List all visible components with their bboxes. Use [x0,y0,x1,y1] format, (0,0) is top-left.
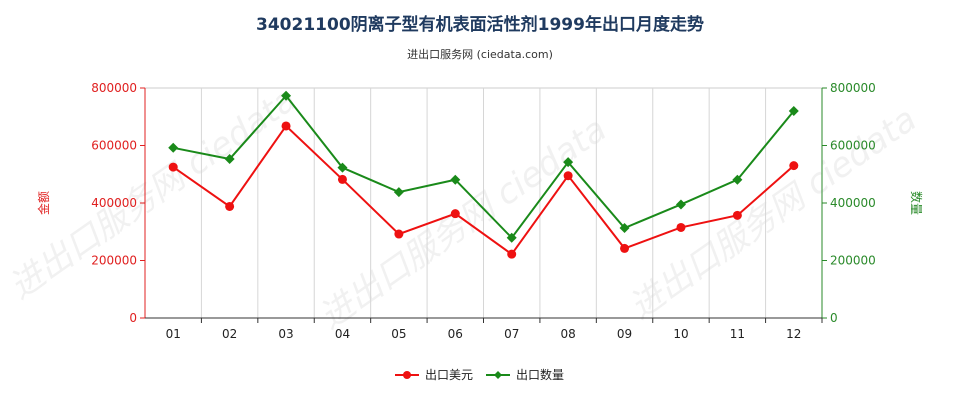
data-point-quantity [450,174,461,185]
legend-label: 出口美元 [425,368,473,382]
data-point-quantity [224,154,235,165]
right-tick-label: 0 [830,311,838,325]
right-tick-label: 200000 [830,254,876,268]
data-point-quantity [788,106,799,116]
data-point-usd [281,121,291,131]
data-point-quantity [619,223,630,234]
legend: 出口美元 出口数量 [395,367,564,382]
x-tick-label: 07 [504,327,519,341]
right-tick-label: 400000 [830,196,876,210]
data-point-usd [450,209,460,219]
grid-lines [144,87,823,319]
x-tick-label: 09 [617,327,632,341]
x-tick-label: 01 [166,327,181,341]
axes [140,87,827,323]
right-tick-label: 800000 [830,81,876,95]
data-point-quantity [281,90,292,101]
chart-title: 34021100阴离子型有机表面活性剂1999年出口月度走势 [256,15,704,35]
right-axis-title: 数量 [909,191,924,215]
left-tick-label: 400000 [91,196,137,210]
data-point-quantity [393,187,404,198]
data-point-usd [676,222,686,232]
data-point-usd [507,249,517,259]
data-point-usd [789,161,799,171]
data-point-usd [563,171,573,181]
series-line-quantity [173,94,795,240]
data-point-usd [620,243,630,253]
x-tick-label: 05 [391,327,406,341]
data-point-quantity [563,157,574,168]
watermark-text: 进出口服务网 ciedata [622,99,924,327]
watermark: 进出口服务网 ciedata 进出口服务网 ciedata 进出口服务网 cie… [2,79,924,337]
data-point-usd [394,229,404,239]
data-point-quantity [506,232,517,243]
data-point-usd [337,174,347,184]
data-point-usd [168,162,178,172]
data-point-quantity [732,174,743,185]
left-tick-label: 600000 [91,139,137,153]
watermark-text: 进出口服务网 ciedata [312,109,614,337]
data-point-quantity [168,142,179,153]
legend-marker-quantity [494,371,502,379]
x-tick-label: 11 [730,327,745,341]
data-point-usd [732,210,742,220]
x-tick-label: 04 [335,327,350,341]
data-point-usd [225,201,235,211]
x-tick-label: 12 [786,327,801,341]
series-layer [168,90,799,259]
x-tick-label: 08 [560,327,575,341]
left-tick-label: 200000 [91,254,137,268]
x-tick-label: 02 [222,327,237,341]
x-tick-label: 10 [673,327,688,341]
left-axis-title: 金额 [36,191,51,215]
right-tick-label: 600000 [830,139,876,153]
legend-label: 出口数量 [516,367,564,382]
legend-marker-usd [403,371,411,379]
x-tick-label: 03 [278,327,293,341]
left-tick-label: 800000 [91,81,137,95]
left-tick-label: 0 [129,311,137,325]
tick-labels: 0 200000 400000 600000 800000 0 200000 400000 60… [36,81,924,341]
series-line-usd [172,124,795,256]
chart-subtitle: 进出口服务网 (ciedata.com) [407,48,553,61]
data-point-quantity [675,199,686,210]
x-tick-label: 06 [448,327,463,341]
data-point-quantity [337,162,348,173]
